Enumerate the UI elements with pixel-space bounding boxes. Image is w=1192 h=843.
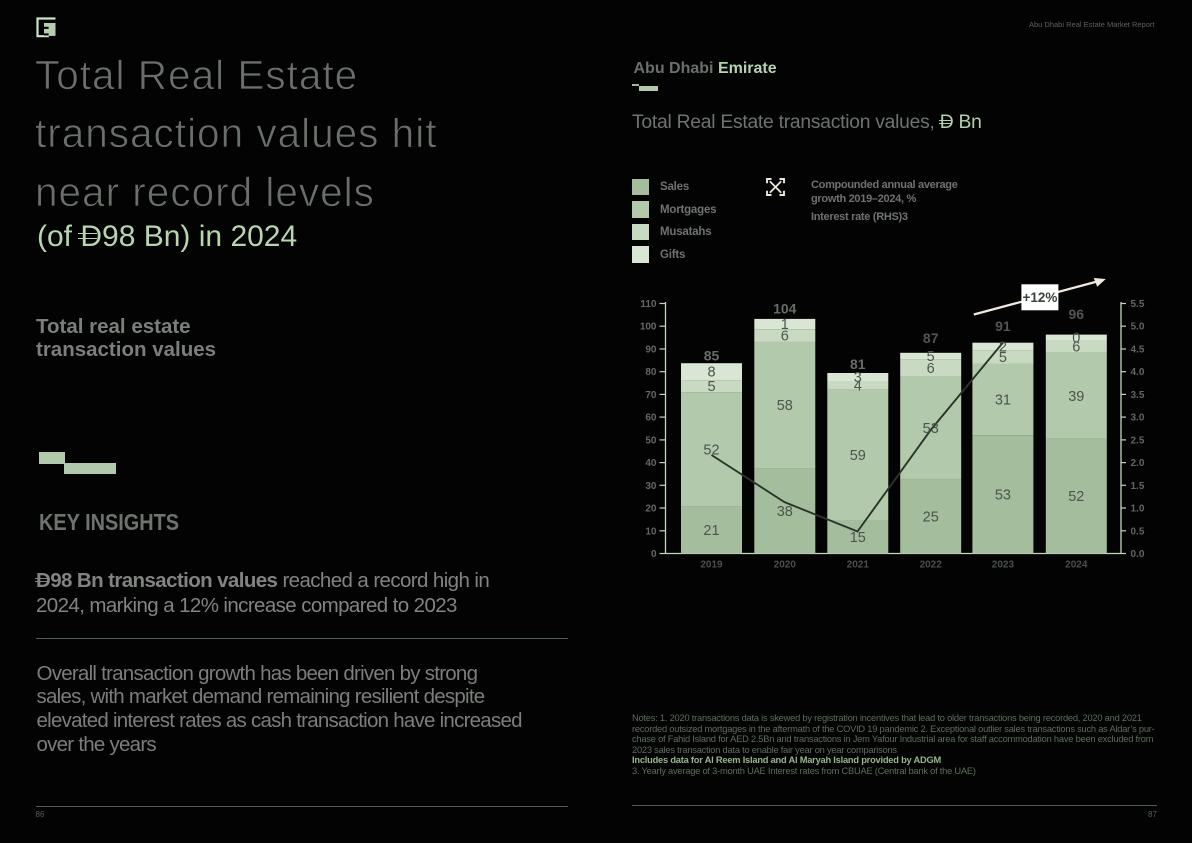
svg-text:1.0: 1.0	[1131, 504, 1145, 515]
svg-text:100: 100	[640, 322, 657, 333]
svg-text:91: 91	[995, 318, 1011, 334]
svg-text:3.5: 3.5	[1131, 390, 1145, 401]
svg-text:4.0: 4.0	[1131, 367, 1145, 378]
svg-text:+12%: +12%	[1022, 290, 1057, 305]
svg-text:2.0: 2.0	[1131, 458, 1145, 469]
svg-text:0.5: 0.5	[1131, 526, 1145, 537]
svg-text:96: 96	[1069, 306, 1085, 322]
svg-text:110: 110	[640, 299, 657, 310]
svg-text:6: 6	[781, 328, 789, 344]
svg-text:21: 21	[703, 523, 719, 539]
svg-text:4.5: 4.5	[1131, 345, 1145, 356]
svg-text:2021: 2021	[847, 560, 870, 571]
svg-text:50: 50	[645, 435, 657, 446]
svg-text:52: 52	[703, 442, 719, 458]
svg-text:70: 70	[645, 390, 657, 401]
svg-text:60: 60	[645, 413, 657, 424]
svg-text:5: 5	[999, 350, 1007, 366]
svg-text:0: 0	[651, 549, 657, 560]
svg-text:0.0: 0.0	[1131, 549, 1145, 560]
svg-text:10: 10	[645, 526, 657, 537]
svg-text:53: 53	[923, 421, 939, 437]
svg-text:58: 58	[777, 398, 793, 414]
svg-text:87: 87	[923, 330, 939, 346]
svg-text:2020: 2020	[774, 560, 797, 571]
svg-text:2024: 2024	[1065, 560, 1088, 571]
svg-text:15: 15	[850, 530, 866, 546]
svg-text:81: 81	[850, 356, 866, 372]
svg-text:5: 5	[927, 349, 935, 365]
svg-text:39: 39	[1068, 389, 1084, 405]
svg-text:4: 4	[854, 378, 862, 394]
svg-text:38: 38	[777, 504, 793, 520]
svg-text:53: 53	[995, 487, 1011, 503]
svg-text:90: 90	[645, 345, 657, 356]
svg-text:31: 31	[995, 392, 1011, 408]
svg-text:0: 0	[1072, 330, 1080, 346]
svg-text:1: 1	[781, 317, 789, 333]
svg-text:104: 104	[773, 300, 797, 316]
svg-text:85: 85	[704, 348, 720, 364]
svg-text:2023: 2023	[992, 560, 1015, 571]
svg-text:25: 25	[923, 510, 939, 526]
svg-text:5: 5	[707, 379, 715, 395]
svg-text:2022: 2022	[920, 560, 943, 571]
svg-text:20: 20	[645, 504, 657, 515]
svg-text:80: 80	[645, 367, 657, 378]
svg-text:40: 40	[645, 458, 657, 469]
svg-text:5.0: 5.0	[1131, 322, 1145, 333]
svg-text:8: 8	[707, 365, 715, 381]
svg-text:59: 59	[850, 448, 866, 464]
svg-text:30: 30	[645, 481, 657, 492]
svg-text:5.5: 5.5	[1131, 299, 1145, 310]
svg-text:3.0: 3.0	[1131, 413, 1145, 424]
svg-text:2.5: 2.5	[1131, 435, 1145, 446]
svg-text:52: 52	[1068, 489, 1084, 505]
svg-text:1.5: 1.5	[1131, 481, 1145, 492]
svg-text:3: 3	[854, 370, 862, 386]
svg-text:6: 6	[1072, 339, 1080, 355]
svg-text:2019: 2019	[700, 560, 723, 571]
svg-text:2: 2	[999, 339, 1007, 355]
svg-text:6: 6	[927, 361, 935, 377]
